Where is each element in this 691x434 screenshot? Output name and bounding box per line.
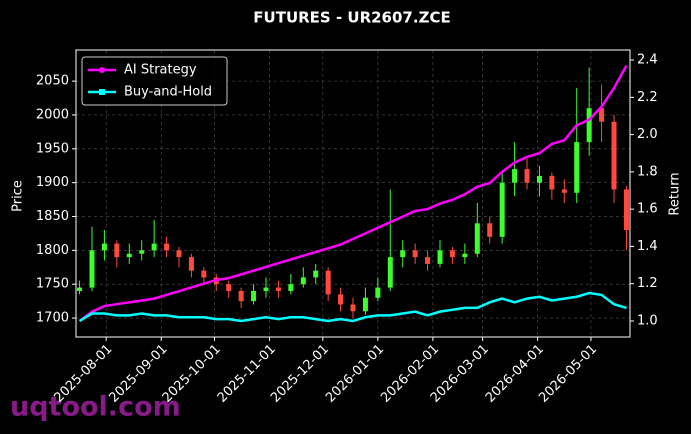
candle-body: [611, 121, 617, 190]
candle-body: [77, 287, 83, 291]
candle-body: [561, 189, 567, 193]
candle-body: [263, 287, 269, 291]
candle-body: [288, 284, 294, 291]
candle-body: [449, 250, 455, 258]
candle-body: [201, 270, 207, 278]
candle-body: [387, 257, 393, 288]
candle-body: [362, 297, 368, 312]
candle-body: [586, 108, 592, 143]
candle-body: [623, 189, 629, 231]
y2-tick-label: 1.2: [637, 276, 658, 291]
plot-frame: [75, 49, 631, 338]
candle-body: [275, 287, 281, 291]
y-tick-label: 1950: [36, 141, 69, 156]
candle-body: [549, 175, 555, 190]
candle-body: [151, 243, 157, 251]
y-tick-label: 1700: [36, 311, 69, 326]
candle-body: [101, 243, 107, 251]
y2-tick-label: 1.0: [637, 313, 658, 328]
legend-marker: [99, 67, 105, 73]
y2-axis-label: Return: [668, 172, 683, 215]
watermark: uqtool.com: [10, 392, 181, 423]
legend-label: Buy-and-Hold: [124, 85, 212, 100]
candle-body: [425, 257, 431, 264]
line-series: [78, 291, 627, 323]
candle-body: [251, 290, 257, 302]
legend-box: [81, 56, 228, 106]
candle-body: [437, 250, 443, 264]
y-tick-label: 1750: [36, 277, 69, 292]
candle-body: [226, 284, 232, 291]
candle-body: [164, 243, 170, 251]
y2-tick-label: 2.4: [637, 53, 658, 68]
candle-body: [188, 257, 194, 271]
candle-body: [474, 223, 480, 254]
candle-body: [338, 294, 344, 305]
y-tick-label: 2000: [36, 107, 69, 122]
y-tick-label: 1900: [36, 175, 69, 190]
candle-body: [375, 287, 381, 298]
y2-tick-label: 1.4: [637, 239, 658, 254]
candle-body: [139, 250, 145, 254]
chart-title: FUTURES - UR2607.ZCE: [253, 9, 450, 27]
candle-body: [114, 243, 120, 258]
candle-body: [512, 169, 518, 183]
candle-body: [126, 253, 132, 258]
y-axis-label: Price: [11, 180, 26, 212]
y2-tick-label: 1.6: [637, 202, 658, 217]
y2-tick-label: 2.2: [637, 90, 658, 105]
candle-body: [536, 175, 542, 183]
candle-body: [350, 304, 356, 312]
candle-body: [400, 250, 406, 258]
candle-body: [599, 108, 605, 122]
candle-body: [499, 182, 505, 237]
legend-marker: [99, 89, 105, 95]
candle-body: [300, 277, 306, 285]
candle-body: [89, 250, 95, 288]
y-tick-label: 2050: [36, 74, 69, 89]
y-tick-label: 1800: [36, 243, 69, 258]
candle-body: [462, 253, 468, 258]
line-series: [78, 65, 628, 322]
candle-body: [487, 223, 493, 237]
candle-body: [313, 270, 319, 278]
y2-tick-label: 2.0: [637, 127, 658, 142]
candle-body: [524, 169, 530, 183]
y2-tick-label: 1.8: [637, 164, 658, 179]
candle-body: [574, 142, 580, 193]
legend-label: AI Strategy: [124, 63, 197, 78]
candle-body: [412, 250, 418, 258]
candle-body: [176, 250, 182, 258]
candle-body: [238, 290, 244, 302]
y-tick-label: 1850: [36, 209, 69, 224]
candle-body: [325, 270, 331, 295]
